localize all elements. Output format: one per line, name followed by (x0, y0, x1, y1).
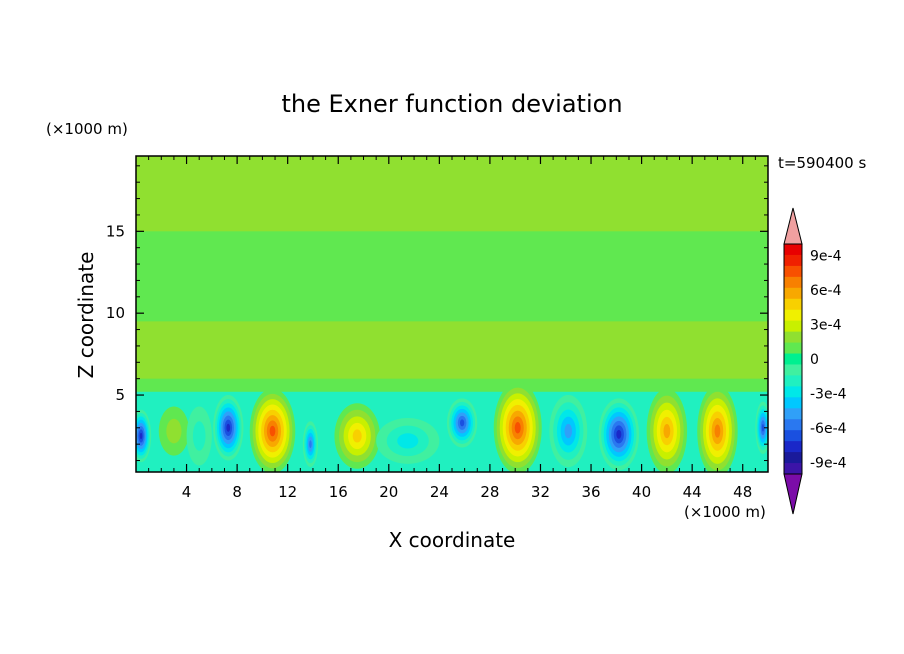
colorbar-tick-label: 0 (810, 352, 819, 368)
contour-level (269, 425, 276, 437)
contour-level (139, 432, 143, 440)
colorbar-swatch (784, 254, 802, 267)
colorbar: 9e-4 6e-4 3e-4 0 -3e-4 -6e-4 -9e-4 (783, 207, 847, 515)
contour-level (166, 418, 182, 444)
contour-level (564, 423, 573, 439)
colorbar-swatch (784, 408, 802, 420)
field-mid-band (136, 321, 768, 379)
colorbar-swatch (784, 463, 802, 475)
colorbar-frame (783, 243, 803, 475)
contour-level (761, 424, 765, 432)
contour-level (714, 424, 721, 438)
contour-level (352, 429, 362, 443)
x-tick-label: 12 (278, 483, 297, 501)
y-tick-label: 10 (106, 304, 125, 322)
y-unit-label: (×1000 m) (46, 120, 128, 138)
plot-area (136, 156, 768, 472)
contour-level (514, 422, 521, 434)
colorbar-tick-label: 3e-4 (810, 318, 842, 334)
colorbar-swatch (784, 386, 802, 398)
colorbar-tick-label: 9e-4 (810, 249, 842, 265)
colorbar-swatch (784, 244, 802, 256)
data-cell-8 (446, 398, 478, 448)
colorbar-swatch (784, 342, 802, 355)
x-axis-label: X coordinate (389, 528, 516, 552)
contour-level (663, 423, 671, 439)
data-cell-10 (549, 395, 588, 468)
data-cell-6 (334, 403, 380, 469)
colorbar-tick-label: -9e-4 (810, 456, 847, 472)
colorbar-swatch (784, 375, 802, 387)
data-cell-14 (755, 401, 768, 454)
x-tick-label: 40 (632, 483, 651, 501)
data-cell-12 (646, 388, 688, 472)
data-cell-9 (493, 381, 542, 472)
contour-level (192, 421, 206, 451)
x-tick-label: 24 (430, 483, 449, 501)
contour-level (397, 433, 419, 449)
data-cell-11 (598, 398, 640, 471)
field-upper-band (136, 156, 768, 232)
colorbar-swatch (784, 331, 802, 344)
contour-level (226, 423, 231, 432)
y-tick-label: 15 (106, 222, 125, 240)
colorbar-top-arrow (783, 207, 803, 245)
data-cell-1 (158, 406, 190, 456)
data-cell-2 (186, 406, 212, 466)
colorbar-swatch (784, 419, 802, 431)
x-tick-label: 20 (379, 483, 398, 501)
x-unit-label: (×1000 m) (684, 503, 766, 521)
x-tick-label: 44 (683, 483, 702, 501)
colorbar-swatch (784, 320, 802, 333)
colorbar-swatch (784, 287, 802, 300)
colorbar-tick-label: -3e-4 (810, 387, 847, 403)
chart-title: the Exner function deviation (281, 90, 622, 118)
colorbar-bottom-arrow (783, 473, 803, 515)
y-axis-label: Z coordinate (74, 252, 98, 379)
contour-level (459, 419, 465, 427)
contour-level (616, 429, 622, 439)
y-tick-label: 5 (115, 386, 125, 404)
data-cell-0 (136, 409, 152, 463)
colorbar-swatch (784, 364, 802, 376)
colorbar-tick-label: -6e-4 (810, 421, 847, 437)
x-tick-label: 16 (329, 483, 348, 501)
colorbar-swatch (784, 309, 802, 322)
data-cell-13 (697, 385, 738, 472)
colorbar-swatch (784, 441, 802, 453)
colorbar-swatch (784, 276, 802, 289)
colorbar-swatch (784, 353, 802, 365)
x-tick-label: 32 (531, 483, 550, 501)
data-cell-3 (213, 395, 244, 461)
data-cell-4 (249, 388, 296, 472)
colorbar-tick-label: 6e-4 (810, 283, 842, 299)
data-cell-7 (376, 417, 440, 464)
x-tick-label: 48 (733, 483, 752, 501)
data-cell-5 (302, 421, 319, 468)
colorbar-swatch (784, 452, 802, 464)
colorbar-swatch (784, 298, 802, 311)
x-tick-label: 36 (581, 483, 600, 501)
colorbar-swatch (784, 430, 802, 442)
x-tick-label: 28 (480, 483, 499, 501)
contour-level (309, 440, 312, 448)
time-label: t=590400 s (778, 154, 866, 172)
colorbar-swatch (784, 397, 802, 409)
colorbar-swatch (784, 265, 802, 278)
x-tick-label: 8 (232, 483, 242, 501)
x-tick-label: 4 (182, 483, 192, 501)
